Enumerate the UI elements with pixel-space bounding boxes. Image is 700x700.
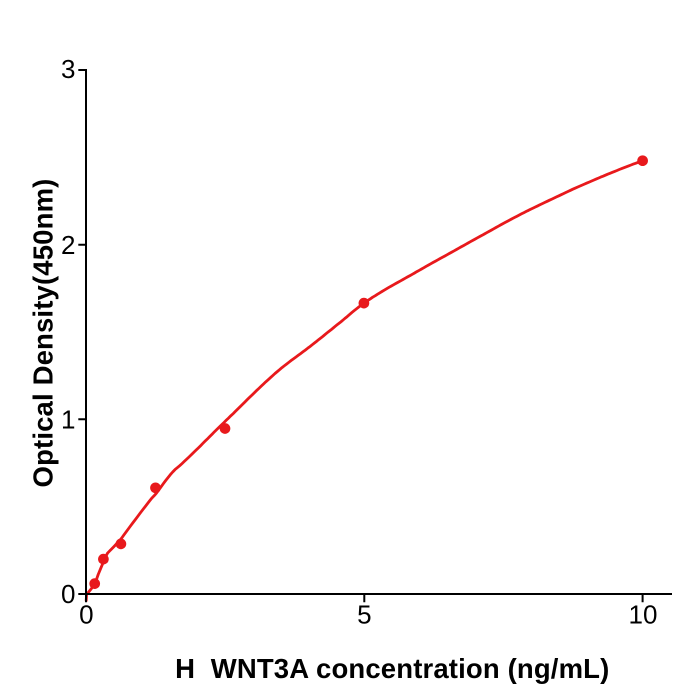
svg-text:0: 0 [79, 600, 93, 630]
svg-text:2: 2 [61, 230, 75, 260]
svg-text:Optical Density(450nm): Optical Density(450nm) [28, 179, 59, 488]
svg-text:5: 5 [357, 600, 371, 630]
svg-text:10: 10 [629, 600, 658, 630]
svg-text:0: 0 [61, 579, 75, 609]
svg-text:3: 3 [61, 54, 75, 84]
svg-text:1: 1 [61, 405, 75, 435]
svg-text:H WNT3A concentration (ng/mL): H WNT3A concentration (ng/mL) [175, 653, 609, 684]
